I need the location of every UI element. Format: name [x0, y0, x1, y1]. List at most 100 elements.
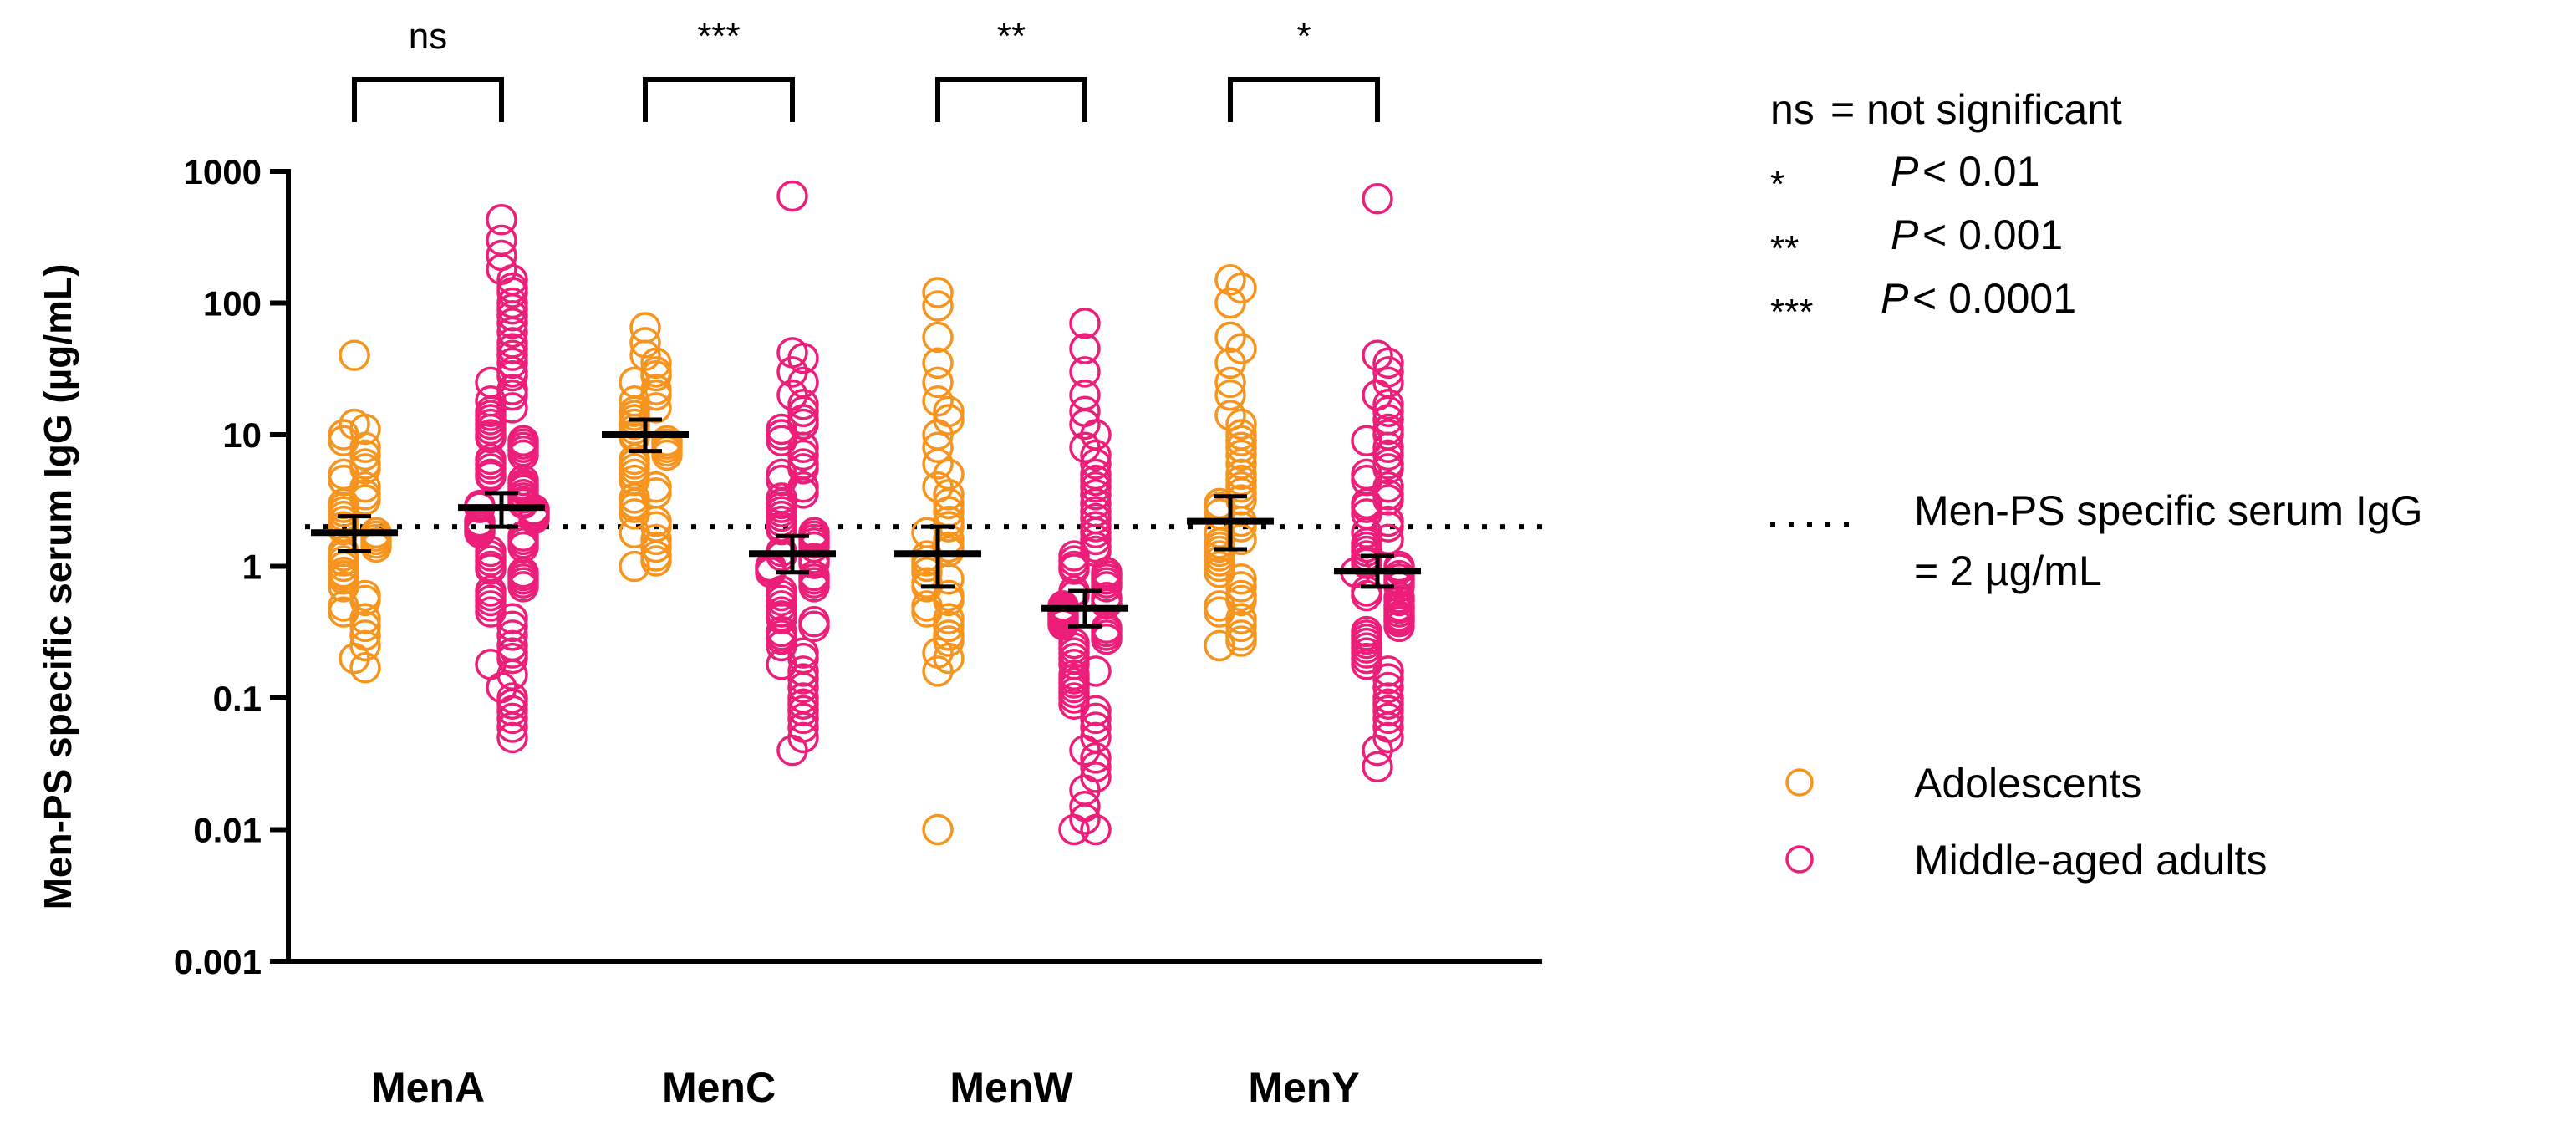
- data-point: [1080, 702, 1112, 735]
- data-point: [619, 550, 650, 583]
- data-point: [776, 180, 808, 212]
- threshold-legend: Men-PS specific serum IgG = 2 µg/mL: [1770, 487, 2423, 594]
- data-point: [1080, 813, 1112, 846]
- data-point: [766, 513, 797, 546]
- data-point: [1225, 511, 1257, 543]
- data-point: [1225, 571, 1257, 603]
- significance-label: ns: [409, 16, 447, 57]
- data-point: [922, 321, 954, 354]
- data-point: [1372, 439, 1404, 471]
- data-point: [1383, 610, 1415, 643]
- data-point: [328, 425, 359, 456]
- y-tick-label: 1000: [184, 152, 262, 191]
- y-tick-labels: 0.001 0.01 0.1 1 10 100 1000: [174, 152, 262, 981]
- data-point: [1372, 484, 1404, 516]
- data-point: [922, 431, 954, 464]
- data-point: [1225, 610, 1257, 643]
- data-point: [933, 563, 965, 595]
- data-point: [1058, 688, 1090, 720]
- data-point: [922, 277, 954, 308]
- data-point: [787, 702, 819, 735]
- data-point: [1362, 734, 1393, 767]
- data-point: [1214, 347, 1246, 380]
- legend-adolescents-label: Adolescents: [1914, 760, 2141, 807]
- data-point: [776, 734, 808, 767]
- data-point: [1080, 439, 1112, 471]
- data-point: [1080, 517, 1112, 549]
- data-points: [328, 180, 1415, 846]
- data-point: [787, 663, 819, 695]
- sig-key-2star-symbol: **: [1770, 228, 1799, 269]
- data-point: [1372, 688, 1404, 720]
- data-point: [1204, 629, 1235, 662]
- data-point: [787, 671, 819, 704]
- data-point: [1080, 479, 1112, 511]
- data-point: [776, 356, 808, 388]
- data-point: [1351, 425, 1382, 456]
- data-point: [1069, 803, 1101, 835]
- y-tick-label: 1: [242, 548, 262, 587]
- sig-key-p-italic: P: [1891, 148, 1919, 195]
- data-point: [1080, 448, 1112, 480]
- data-point: [496, 316, 528, 349]
- sig-key-3star-pvalue: < 0.0001: [1912, 275, 2076, 322]
- data-point: [1080, 471, 1112, 503]
- data-point: [640, 523, 672, 556]
- data-point: [496, 702, 528, 735]
- data-point: [1058, 553, 1090, 585]
- data-point: [1225, 439, 1257, 471]
- data-point: [787, 688, 819, 720]
- data-point: [629, 327, 661, 359]
- data-point: [1372, 511, 1404, 543]
- data-point: [911, 596, 943, 628]
- legend-adults-label: Middle-aged adults: [1914, 837, 2268, 884]
- data-point: [1225, 484, 1257, 516]
- data-point: [1372, 395, 1404, 428]
- significance-bracket: [643, 77, 795, 122]
- data-point: [1351, 649, 1382, 680]
- data-point: [1058, 813, 1090, 846]
- significance-bracket: [935, 77, 1087, 122]
- data-point: [1080, 695, 1112, 727]
- data-point: [1372, 655, 1404, 687]
- data-point: [1080, 523, 1112, 556]
- data-point: [328, 571, 359, 603]
- y-tick-label: 0.001: [174, 942, 262, 981]
- significance-label: *: [1296, 16, 1311, 57]
- data-point: [496, 300, 528, 332]
- x-tick-label: MenW: [949, 1064, 1073, 1111]
- data-point: [1225, 425, 1257, 456]
- data-point: [496, 688, 528, 720]
- data-point: [1069, 734, 1101, 767]
- threshold-legend-label-line1: Men-PS specific serum IgG: [1914, 487, 2423, 534]
- sig-key-1star-pvalue: < 0.01: [1922, 148, 2039, 195]
- sig-key-1star-symbol: *: [1770, 164, 1784, 205]
- data-point: [496, 359, 528, 392]
- data-point: [1069, 408, 1101, 441]
- data-point: [328, 596, 359, 628]
- data-point: [651, 439, 683, 471]
- data-point: [787, 655, 819, 687]
- data-point: [1080, 742, 1112, 774]
- data-point: [1362, 339, 1393, 371]
- data-point: [1372, 347, 1404, 380]
- x-tick-label: MenC: [662, 1064, 776, 1111]
- data-point: [328, 563, 359, 595]
- x-tick-label: MenY: [1248, 1064, 1359, 1111]
- data-point: [1372, 671, 1404, 704]
- data-point: [787, 431, 819, 464]
- x-tick-label: MenA: [371, 1064, 485, 1111]
- data-point: [933, 603, 965, 634]
- data-point: [933, 625, 965, 657]
- data-point: [475, 421, 507, 454]
- legend-adults-marker: [1785, 845, 1814, 874]
- data-point: [619, 517, 650, 549]
- data-point: [349, 651, 381, 684]
- data-point: [1362, 182, 1393, 215]
- sig-key-ns-symbol: ns: [1770, 86, 1815, 133]
- data-point: [640, 379, 672, 411]
- data-point: [1214, 366, 1246, 399]
- data-point: [486, 203, 517, 236]
- data-point: [922, 366, 954, 399]
- data-point: [798, 610, 830, 643]
